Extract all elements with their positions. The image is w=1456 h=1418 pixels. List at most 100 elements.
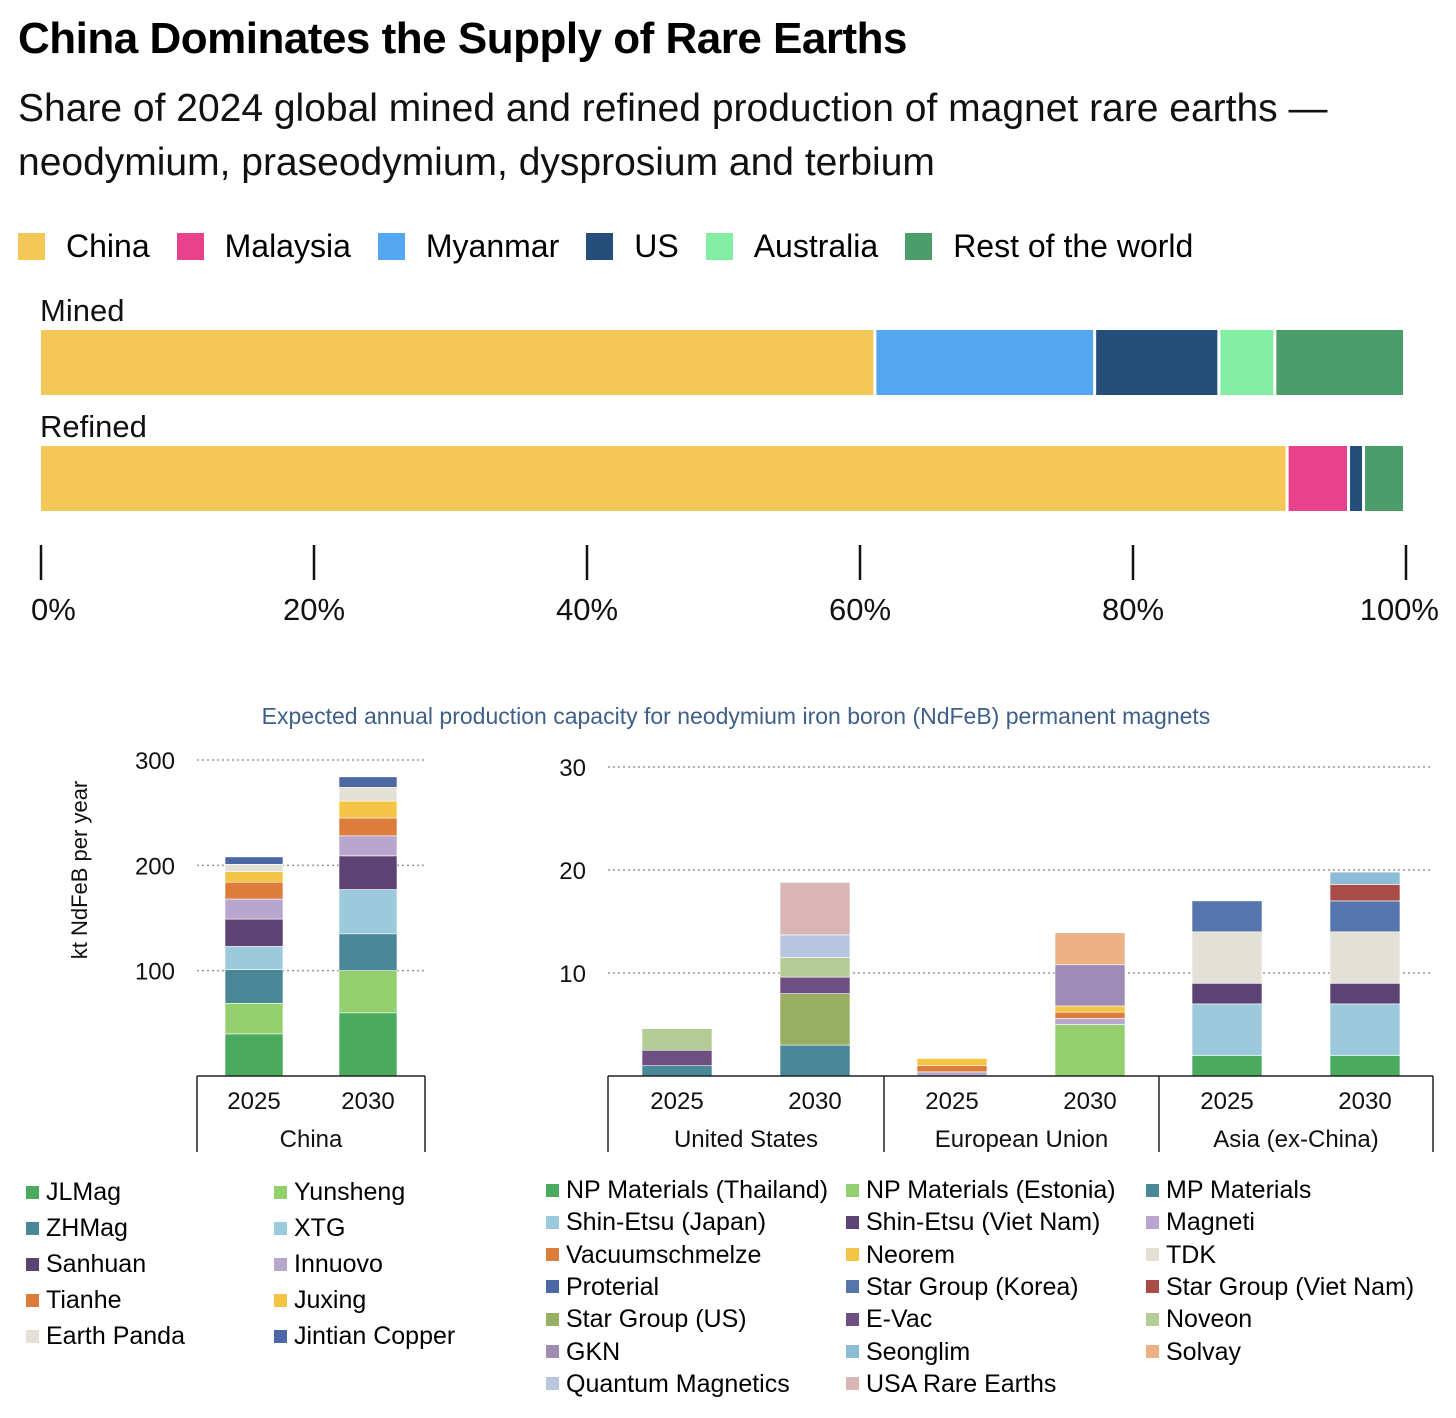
- legend-label: Magneti: [1166, 1208, 1255, 1237]
- legend-item-myanmar: Myanmar: [377, 227, 560, 265]
- legend-label: Sanhuan: [46, 1250, 147, 1278]
- bar-segment-china-2025-xtg: [224, 946, 284, 970]
- x-tick-label: 0%: [31, 592, 76, 627]
- legend-item-sanhuan: Sanhuan: [26, 1248, 146, 1280]
- legend-item-rest-of-the-world: Rest of the world: [905, 228, 1193, 265]
- legend-label: JLMag: [46, 1178, 122, 1206]
- bar-segment-china-2030-zhmag: [338, 933, 398, 971]
- bar-segment-china-2025-juxing: [224, 871, 284, 883]
- bar-segment-asia-ex-china-2025-np-materials-thailand: [1191, 1055, 1263, 1077]
- legend-label: Innuovo: [294, 1250, 383, 1278]
- legend-item-np-materials-thailand: NP Materials (Thailand): [546, 1174, 828, 1206]
- legend-swatch: [1146, 1248, 1159, 1262]
- bar-segment-asia-ex-china-2030-seonglim: [1329, 871, 1401, 885]
- bar-segment-china-2030-xtg: [338, 889, 398, 935]
- bar-segment-united-states-2030-mp-materials: [779, 1044, 851, 1077]
- legend-label: Myanmar: [425, 227, 560, 264]
- legend-item-quantum-magnetics: Quantum Magnetics: [546, 1368, 790, 1400]
- legend-swatch: [846, 1248, 859, 1262]
- legend-item-mp-materials: MP Materials: [1146, 1174, 1311, 1206]
- bar-segment-united-states-2025-mp-materials: [641, 1065, 713, 1077]
- bar-segment-china-2030-jintian-copper: [338, 776, 398, 788]
- legend-swatch: [846, 1183, 859, 1197]
- x-year-label: 2030: [1338, 1088, 1391, 1115]
- bar-segment-china-2025-sanhuan: [224, 918, 284, 947]
- segment-refined-rest-of-the-world: [1365, 446, 1403, 511]
- bar-segment-asia-ex-china-2025-shin-etsu-japan: [1191, 1003, 1263, 1056]
- y-tick-label: 10: [559, 961, 586, 988]
- legend-label: Neorem: [866, 1240, 955, 1269]
- legend-label: E-Vac: [866, 1305, 933, 1334]
- legend-swatch: [546, 1183, 559, 1197]
- legend-item-magneti: Magneti: [1146, 1206, 1255, 1238]
- bar-segment-china-2025-yunsheng: [224, 1003, 284, 1035]
- legend-label: Quantum Magnetics: [566, 1369, 790, 1398]
- bar-segment-united-states-2030-e-vac: [779, 976, 851, 994]
- legend-item-proterial: Proterial: [546, 1271, 659, 1303]
- bar-segment-european-union-2030-neorem: [1054, 1005, 1126, 1013]
- legend-label: Yunsheng: [294, 1178, 406, 1206]
- legend-item-juxing: Juxing: [274, 1284, 366, 1316]
- legend-swatch: [26, 1257, 39, 1271]
- legend-item-us: US: [586, 228, 679, 265]
- x-year-label: 2030: [341, 1088, 394, 1115]
- legend-item-tdk: TDK: [1146, 1239, 1216, 1271]
- legend-swatch: [546, 1345, 559, 1358]
- bar-segment-asia-ex-china-2030-shin-etsu-viet-nam: [1329, 982, 1401, 1005]
- bar-segment-asia-ex-china-2025-tdk: [1191, 931, 1263, 984]
- legend-swatch: [274, 1329, 287, 1343]
- legend-label: MP Materials: [1166, 1176, 1312, 1204]
- legend-swatch: [546, 1377, 559, 1391]
- bar-segment-european-union-2030-magneti: [1054, 1018, 1126, 1025]
- legend-swatch: [1146, 1215, 1159, 1229]
- legend-label: Tianhe: [46, 1286, 122, 1314]
- bar-segment-china-2030-juxing: [338, 800, 398, 819]
- legend-item-xtg: XTG: [274, 1212, 345, 1244]
- x-tick-label: 60%: [829, 592, 891, 627]
- legend-label: Malaysia: [224, 227, 351, 264]
- legend-swatch: [846, 1215, 859, 1229]
- legend-label: NP Materials (Thailand): [566, 1176, 829, 1204]
- bar-segment-china-2025-earth-panda: [224, 863, 284, 872]
- legend-label: Juxing: [294, 1286, 367, 1314]
- magnet-chart-title: Expected annual production capacity for …: [262, 703, 1211, 729]
- legend-item-jlmag: JLMag: [26, 1176, 121, 1208]
- bar-segment-european-union-2030-gkn: [1054, 964, 1126, 1007]
- legend-label: China: [66, 227, 150, 264]
- legend-swatch: [377, 232, 405, 260]
- legend-item-e-vac: E-Vac: [846, 1303, 932, 1335]
- legend-swatch: [546, 1280, 559, 1294]
- bar-segment-united-states-2030-star-group-us: [779, 993, 851, 1046]
- segment-mined-australia: [1220, 330, 1274, 395]
- legend-swatch: [546, 1248, 559, 1262]
- bar-segment-asia-ex-china-2030-tdk: [1329, 931, 1401, 984]
- legend-item-usa-rare-earths: USA Rare Earths: [846, 1368, 1056, 1400]
- legend-label: Shin-Etsu (Viet Nam): [866, 1208, 1101, 1237]
- legend-label: Jintian Copper: [294, 1322, 456, 1350]
- legend-swatch: [546, 1312, 559, 1326]
- bar-label-mined: Mined: [40, 293, 124, 328]
- legend-label: XTG: [294, 1214, 346, 1242]
- bar-segment-european-union-2030-solvay: [1054, 932, 1126, 966]
- share-legend: China Malaysia Myanmar US Australia Rest of t…: [18, 224, 1220, 268]
- legend-swatch: [586, 232, 614, 260]
- segment-refined-us: [1350, 446, 1363, 511]
- legend-swatch: [176, 232, 204, 260]
- legend-swatch: [26, 1221, 39, 1235]
- legend-item-vacuumschmelze: Vacuumschmelze: [546, 1239, 761, 1271]
- legend-item-noveon: Noveon: [1146, 1303, 1252, 1335]
- legend-swatch: [1146, 1280, 1159, 1294]
- legend-swatch: [846, 1377, 859, 1391]
- segment-mined-china: [41, 330, 874, 395]
- bar-segment-china-2025-zhmag: [224, 969, 284, 1004]
- legend-item-malaysia: Malaysia: [176, 227, 351, 265]
- legend-item-jintian-copper: Jintian Copper: [274, 1320, 455, 1352]
- legend-label: Australia: [753, 227, 879, 264]
- bar-segment-china-2030-yunsheng: [338, 970, 398, 1014]
- bar-segment-united-states-2030-quantum-magnetics: [779, 934, 851, 958]
- legend-swatch: [26, 1185, 39, 1199]
- legend-label: Solvay: [1166, 1337, 1242, 1366]
- bar-segment-china-2030-sanhuan: [338, 855, 398, 890]
- legend-swatch: [1146, 1183, 1159, 1197]
- bar-segment-united-states-2030-noveon: [779, 957, 851, 978]
